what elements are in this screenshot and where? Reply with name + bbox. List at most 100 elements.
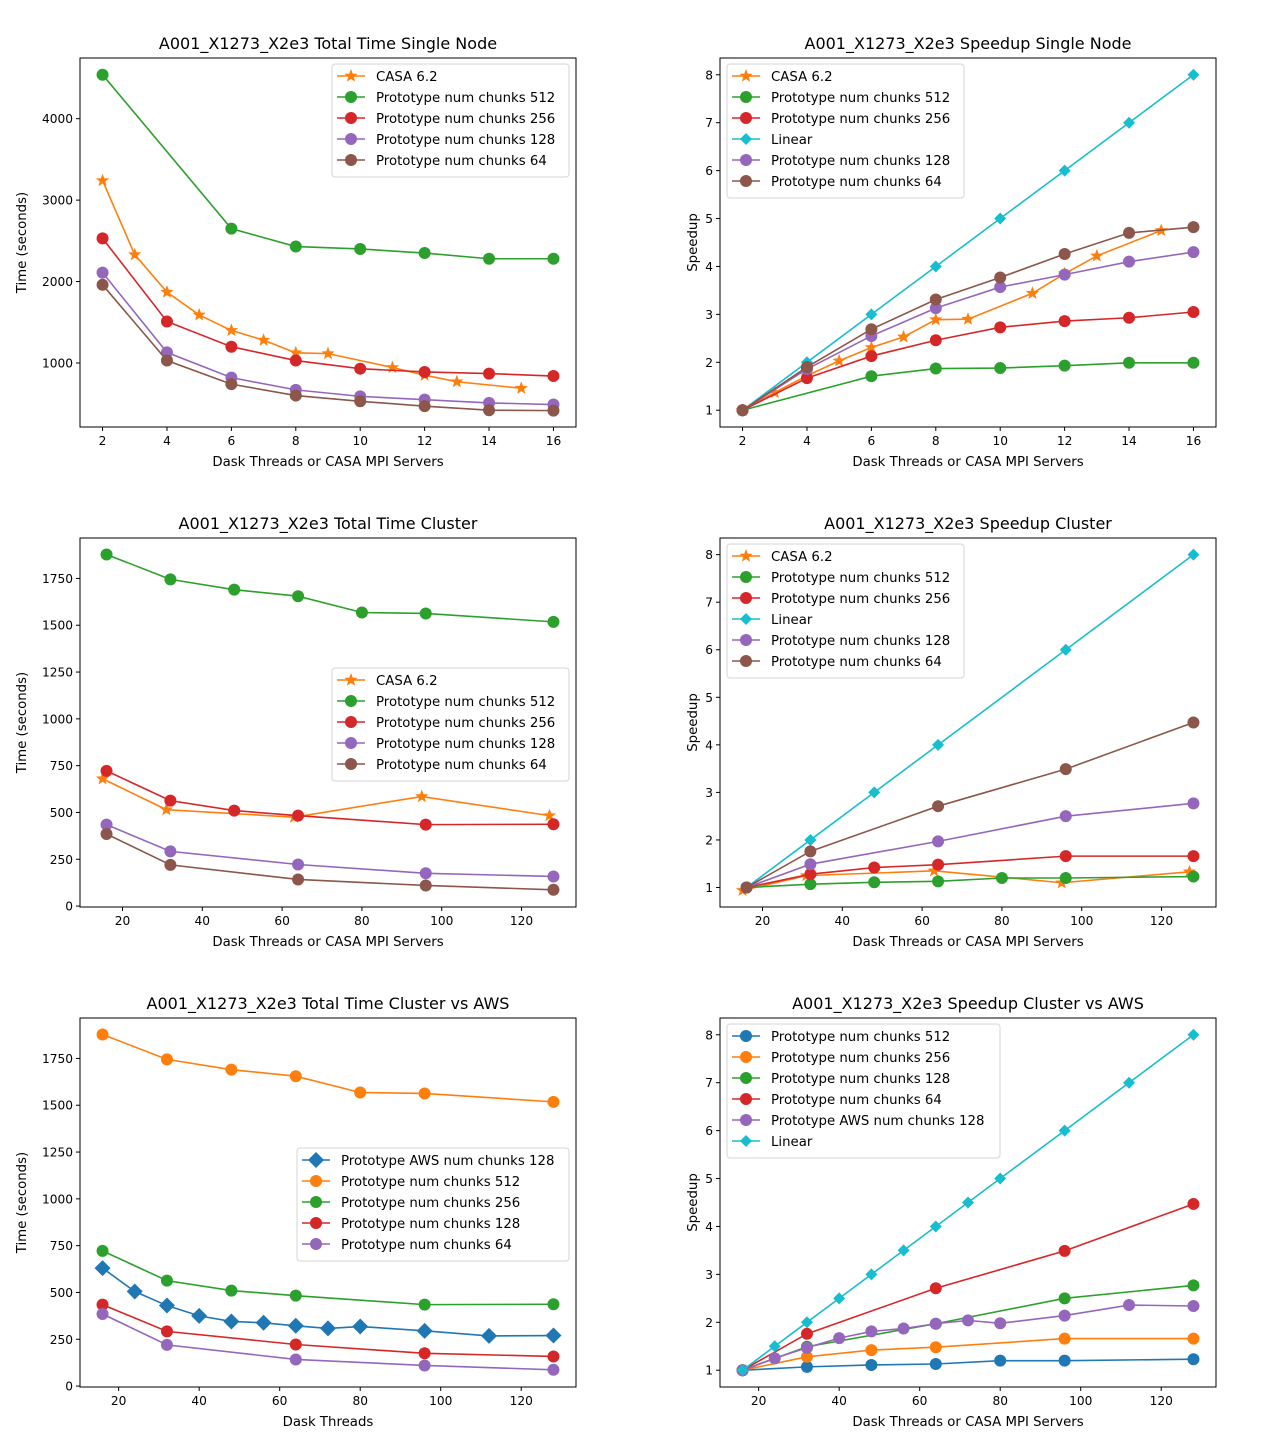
legend-marker	[740, 175, 752, 187]
legend-label: Prototype num chunks 128	[376, 133, 555, 148]
legend-item: Prototype num chunks 128	[732, 634, 950, 649]
legend-marker	[345, 716, 357, 728]
data-point	[450, 374, 464, 388]
data-point	[994, 281, 1007, 294]
series-prototype-num-chunks-256	[736, 305, 1200, 417]
y-tick-label: 250	[50, 1333, 73, 1347]
data-point	[929, 1317, 942, 1330]
data-point	[354, 395, 367, 408]
data-point	[1123, 1299, 1136, 1312]
chart-title: A001_X1273_X2e3 Total Time Cluster vs AW…	[147, 994, 510, 1014]
data-point	[1059, 810, 1072, 823]
legend-marker	[740, 1114, 752, 1126]
axes-frame	[79, 57, 577, 428]
y-tick-label: 7	[705, 1076, 713, 1090]
legend-label: Prototype num chunks 512	[341, 1175, 520, 1190]
data-point	[929, 302, 942, 315]
y-tick-label: 1000	[42, 712, 73, 726]
data-point	[800, 372, 813, 385]
data-point	[800, 1360, 813, 1373]
data-point	[289, 1070, 302, 1083]
chart-title: A001_X1273_X2e3 Speedup Cluster vs AWS	[792, 994, 1144, 1014]
series-line	[102, 1033, 554, 1103]
data-point	[418, 1347, 431, 1360]
data-point	[96, 68, 109, 81]
data-point	[994, 1317, 1007, 1330]
data-point	[96, 232, 109, 245]
data-point	[1187, 305, 1200, 318]
data-point	[164, 573, 177, 586]
data-point	[832, 353, 846, 367]
data-point	[929, 312, 943, 326]
data-point	[547, 1298, 560, 1311]
x-tick-label: 120	[510, 914, 533, 928]
data-point	[191, 1307, 208, 1324]
data-point	[994, 271, 1007, 284]
x-tick-label: 120	[510, 1394, 533, 1408]
data-point	[95, 771, 110, 785]
x-tick-label: 100	[430, 914, 453, 928]
series-prototype-num-chunks-512	[96, 1028, 560, 1108]
data-point	[95, 173, 110, 187]
data-point	[160, 315, 173, 328]
x-tick-label: 100	[1069, 1394, 1092, 1408]
data-point	[962, 1196, 974, 1209]
chart-title: A001_X1273_X2e3 Speedup Cluster	[824, 514, 1112, 534]
y-tick-label: 1	[705, 881, 713, 895]
x-tick-label: 10	[992, 434, 1008, 448]
legend-marker	[740, 571, 752, 583]
legend-label: Prototype num chunks 256	[376, 716, 555, 731]
x-tick-label: 20	[115, 914, 131, 928]
data-point	[865, 370, 878, 383]
data-point	[160, 1274, 173, 1287]
data-point	[897, 1244, 910, 1257]
legend-item: Linear	[732, 613, 813, 628]
data-point	[994, 1172, 1007, 1185]
x-tick-label: 14	[1121, 434, 1137, 448]
legend-item: CASA 6.2	[337, 69, 438, 85]
legend-item: CASA 6.2	[732, 549, 833, 565]
legend-box	[726, 1023, 1001, 1159]
legend-marker	[740, 112, 752, 124]
data-point	[929, 293, 942, 306]
data-point	[547, 1095, 560, 1108]
legend-label: Prototype num chunks 512	[771, 1030, 950, 1045]
legend-marker	[740, 91, 752, 103]
legend-marker	[740, 133, 752, 145]
legend-label: Linear	[771, 1135, 813, 1150]
x-axis-label: Dask Threads or CASA MPI Servers	[212, 935, 443, 950]
x-tick-label: 4	[803, 434, 811, 448]
series-prototype-num-chunks-64	[96, 1307, 560, 1376]
y-tick-label: 1750	[42, 572, 73, 586]
data-point	[160, 354, 173, 367]
series-prototype-num-chunks-256	[96, 232, 560, 383]
x-tick-label: 40	[835, 914, 851, 928]
y-axis-label: Time (seconds)	[15, 672, 30, 775]
legend-item: Prototype AWS num chunks 128	[302, 1152, 554, 1169]
data-point	[865, 308, 878, 321]
data-point	[228, 583, 241, 596]
data-point	[292, 809, 305, 822]
y-tick-label: 1000	[42, 356, 73, 370]
data-point	[1182, 864, 1197, 878]
data-point	[419, 607, 432, 620]
legend-label: Prototype num chunks 128	[771, 1072, 950, 1087]
series-prototype-num-chunks-128	[736, 246, 1200, 417]
y-tick-label: 1	[705, 404, 713, 418]
legend-label: CASA 6.2	[771, 550, 833, 565]
x-axis-label: Dask Threads or CASA MPI Servers	[852, 1415, 1083, 1430]
data-point	[833, 1332, 846, 1345]
legend-box	[726, 63, 965, 199]
data-point	[547, 1350, 560, 1363]
data-point	[100, 827, 113, 840]
x-tick-label: 60	[914, 914, 930, 928]
data-point	[418, 365, 431, 378]
y-tick-label: 7	[705, 596, 713, 610]
series-line	[101, 180, 522, 390]
y-tick-label: 3	[705, 308, 713, 322]
data-point	[1123, 116, 1136, 129]
series-line	[742, 1034, 1194, 1371]
legend-box	[331, 63, 570, 178]
y-tick-label: 8	[705, 548, 713, 562]
chart-title: A001_X1273_X2e3 Speedup Single Node	[805, 34, 1132, 54]
